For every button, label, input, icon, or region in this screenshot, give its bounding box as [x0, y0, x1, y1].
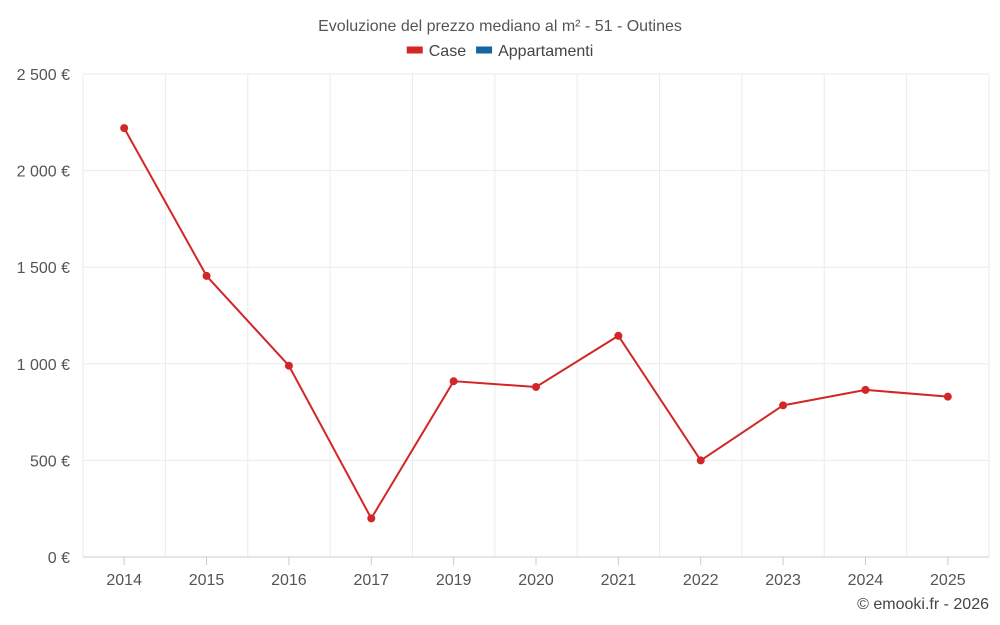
- x-tick-label: 2021: [601, 572, 637, 589]
- x-tick-label: 2016: [271, 572, 307, 589]
- data-point[interactable]: [367, 514, 376, 523]
- legend-swatch: [476, 46, 493, 54]
- data-point[interactable]: [696, 456, 705, 465]
- legend-item-case[interactable]: Case: [406, 43, 466, 60]
- legend-item-appartamenti[interactable]: Appartamenti: [476, 43, 593, 60]
- x-tick-label: 2023: [765, 572, 801, 589]
- y-tick-label: 2 000 €: [17, 164, 70, 181]
- data-point[interactable]: [861, 385, 870, 394]
- x-axis: 2014 2015 2016 2017 2019 2020 2021 2022 2023 2024…: [83, 556, 989, 589]
- x-tick-label: 2024: [848, 572, 884, 589]
- x-tick-label: 2020: [518, 572, 554, 589]
- x-tick-label: 2015: [189, 572, 225, 589]
- x-tick-label: 2017: [353, 572, 389, 589]
- data-point[interactable]: [943, 392, 952, 401]
- chart-title: Evoluzione del prezzo mediano al m² - 51…: [318, 18, 682, 35]
- data-point[interactable]: [532, 382, 540, 391]
- series-layer: [120, 124, 952, 523]
- y-tick-label: 2 500 €: [17, 67, 70, 84]
- data-point[interactable]: [120, 124, 129, 133]
- y-tick-label: 1 500 €: [17, 260, 70, 277]
- y-tick-label: 0 €: [48, 550, 70, 567]
- x-tick-label: 2014: [106, 572, 142, 589]
- y-axis: 0 € 500 € 1 000 € 1 500 € 2 000 € 2 500 €: [17, 67, 70, 567]
- data-point[interactable]: [614, 331, 623, 340]
- y-tick-label: 1 000 €: [17, 357, 70, 374]
- data-point[interactable]: [779, 401, 788, 410]
- grid: [82, 73, 990, 557]
- x-tick-label: 2022: [683, 572, 719, 589]
- credit-text: © emooki.fr - 2026: [857, 596, 989, 613]
- data-point[interactable]: [202, 271, 211, 280]
- legend: Case Appartamenti: [406, 43, 593, 60]
- data-point[interactable]: [284, 361, 293, 370]
- legend-swatch: [406, 46, 423, 54]
- x-tick-label: 2025: [930, 572, 966, 589]
- data-point[interactable]: [449, 377, 458, 386]
- legend-label: Appartamenti: [498, 43, 593, 60]
- legend-label: Case: [429, 43, 466, 60]
- x-tick-label: 2019: [436, 572, 472, 589]
- y-tick-label: 500 €: [30, 453, 70, 470]
